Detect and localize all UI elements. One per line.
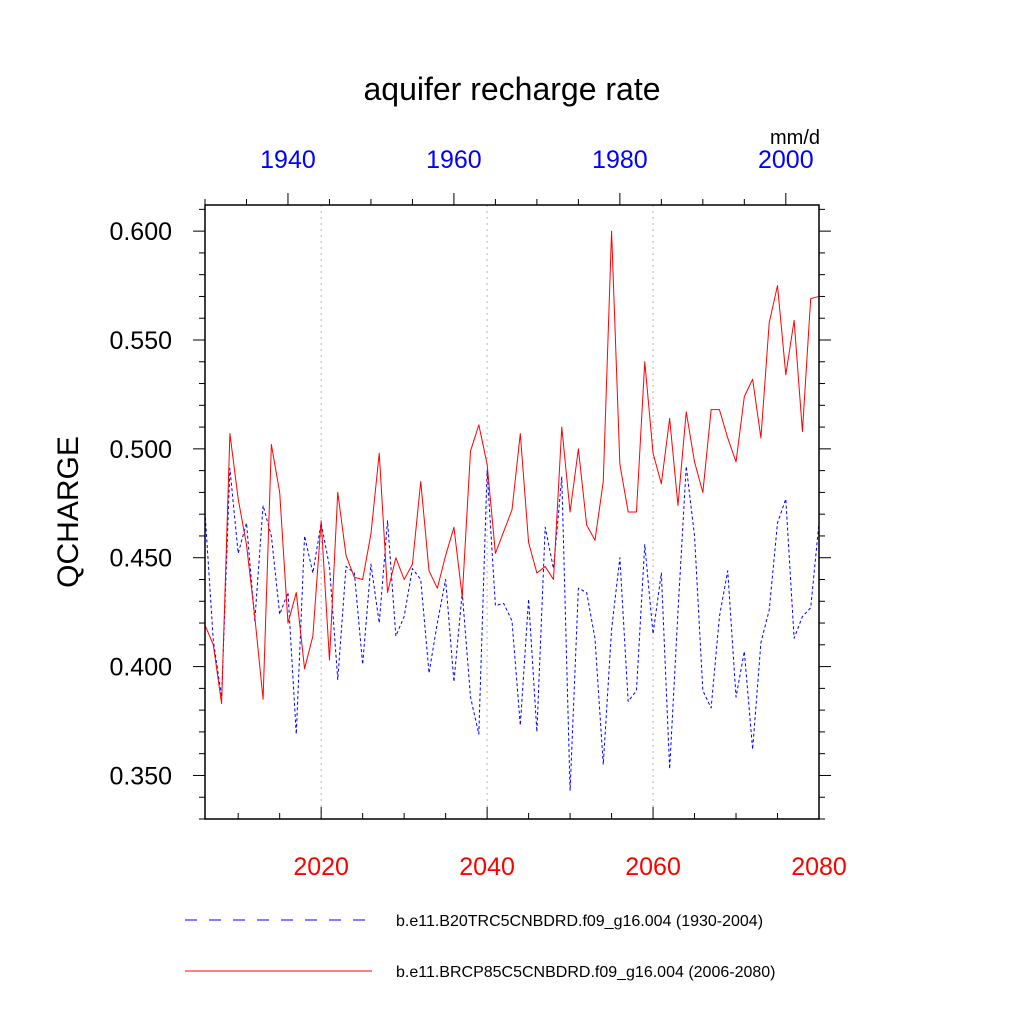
x-bottom-tick-labels: 2020 2040 2060 2080: [293, 853, 846, 881]
y-tick-label: 0.600: [109, 218, 172, 246]
plot-frame: [204, 204, 820, 820]
x-bottom-tick-label: 2040: [459, 853, 515, 881]
x-top-tick-label: 2000: [758, 146, 814, 174]
gridlines: [320, 205, 654, 819]
x-top-tick-label: 1940: [260, 146, 316, 174]
x-top-tick-label: 1980: [592, 146, 648, 174]
chart-title: aquifer recharge rate: [363, 71, 660, 107]
y-tick-label: 0.350: [109, 762, 172, 790]
y-tick-label: 0.500: [109, 436, 172, 464]
units-label: mm/d: [770, 127, 820, 149]
series-line-historical: [204, 465, 820, 792]
x-bottom-tick-label: 2080: [791, 853, 847, 881]
legend-label-red: b.e11.BRCP85C5CNBDRD.f09_g16.004 (2006-2…: [396, 964, 775, 981]
axis-ticks: [193, 193, 831, 820]
y-tick-labels: 0.350 0.400 0.450 0.500 0.550 0.600: [109, 218, 172, 790]
y-axis-label: QCHARGE: [52, 436, 85, 588]
x-top-tick-labels: 1940 1960 1980 2000: [260, 146, 813, 174]
series-line-projection: [204, 230, 820, 705]
y-tick-label: 0.450: [109, 545, 172, 573]
y-tick-label: 0.550: [109, 327, 172, 355]
series-layer: [204, 230, 820, 792]
legend: b.e11.B20TRC5CNBDRD.f09_g16.004 (1930-20…: [185, 913, 775, 981]
y-tick-label: 0.400: [109, 654, 172, 682]
legend-label-blue: b.e11.B20TRC5CNBDRD.f09_g16.004 (1930-20…: [396, 913, 763, 930]
x-bottom-tick-label: 2060: [625, 853, 681, 881]
x-bottom-tick-label: 2020: [293, 853, 349, 881]
x-top-tick-label: 1960: [426, 146, 482, 174]
